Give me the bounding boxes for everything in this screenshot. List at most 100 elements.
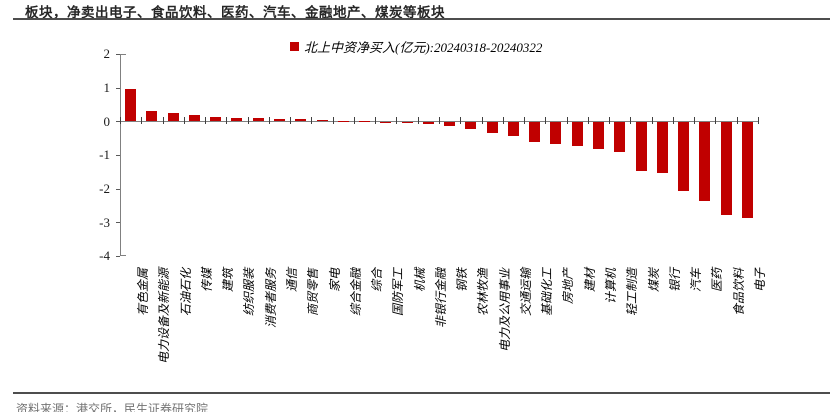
x-axis-tick: [545, 117, 547, 125]
x-axis-label: 机械: [412, 268, 427, 293]
bar: [593, 122, 604, 150]
x-axis-tick: [311, 117, 313, 125]
y-axis-tick: [116, 121, 120, 123]
x-axis-tick: [120, 117, 121, 125]
x-axis-tick: [587, 117, 589, 125]
y-axis-tick: [116, 53, 120, 55]
x-axis-tick: [651, 117, 653, 125]
y-axis: [120, 53, 121, 256]
x-axis-label: 国防军工: [391, 268, 406, 317]
bar: [571, 122, 583, 146]
bar: [380, 122, 392, 124]
x-axis-label: 医药: [710, 268, 725, 293]
x-axis-label: 煤炭: [646, 268, 661, 293]
footer-rule: [13, 392, 830, 394]
bar: [529, 122, 541, 142]
x-axis-tick: [758, 117, 759, 125]
x-axis-tick: [672, 117, 674, 125]
bar: [635, 122, 647, 172]
x-axis-label: 房地产: [561, 268, 576, 305]
x-axis-tick: [290, 117, 292, 125]
x-axis-label: 石油石化: [178, 268, 193, 317]
y-axis-label: -2: [99, 181, 110, 197]
x-axis-tick: [715, 117, 717, 125]
x-axis-label: 建材: [582, 268, 597, 293]
bar: [188, 114, 200, 122]
bar: [125, 89, 137, 122]
x-axis-label: 纺织服装: [242, 268, 257, 317]
x-axis-label: 综合金融: [348, 268, 363, 317]
x-axis-tick: [353, 117, 355, 125]
x-axis-tick: [481, 117, 483, 125]
y-axis-tick: [116, 154, 120, 156]
bar: [295, 118, 307, 122]
bar: [210, 116, 222, 122]
bar: [444, 122, 456, 127]
y-axis-tick: [116, 222, 120, 224]
y-axis-label: -4: [99, 248, 110, 264]
source-text: 资料来源：港交所，民生证券研究院: [16, 402, 209, 412]
bar: [699, 122, 711, 201]
y-axis-tick: [116, 188, 120, 190]
x-axis-tick: [247, 117, 249, 125]
x-axis-label: 农林牧渔: [476, 268, 491, 317]
bar: [614, 122, 626, 152]
x-axis-tick: [524, 117, 526, 125]
bar: [146, 110, 158, 122]
x-axis-tick: [609, 117, 611, 125]
x-axis-label: 基础化工: [540, 268, 555, 317]
x-axis-tick: [183, 117, 185, 125]
bar: [274, 118, 285, 122]
x-axis-label: 通信: [285, 268, 299, 293]
x-axis-label: 电力及公用事业: [497, 268, 512, 353]
bar: [741, 122, 753, 219]
bar: [465, 122, 477, 130]
x-axis-label: 银行: [667, 268, 682, 293]
x-axis-tick: [162, 117, 164, 125]
x-axis-label: 钢铁: [455, 268, 470, 293]
page-title: 板块，净卖出电子、食品饮料、医药、汽车、金融地产、煤炭等板块: [25, 5, 445, 20]
bar: [167, 112, 179, 122]
x-axis-label: 电子: [752, 268, 767, 293]
bar: [720, 122, 732, 215]
x-axis-label: 综合: [370, 268, 385, 293]
bar: [678, 122, 690, 192]
bar: [550, 122, 562, 144]
y-axis-label: 0: [103, 113, 111, 129]
x-axis-tick: [205, 117, 207, 125]
x-axis-label: 电力设备及新能源: [157, 268, 172, 365]
y-axis-bottom-cap: [121, 254, 126, 256]
y-axis-tick: [116, 87, 120, 89]
title-rule: [13, 18, 830, 20]
y-axis-label: 1: [103, 80, 111, 96]
x-axis-tick: [141, 117, 143, 125]
x-axis-tick: [439, 117, 440, 125]
chart-legend: 北上中资净买入(亿元):20240318-20240322: [290, 37, 542, 56]
x-axis-tick: [268, 117, 270, 125]
bar: [401, 122, 413, 124]
x-axis-tick: [332, 117, 334, 125]
bar: [337, 120, 349, 122]
x-axis-tick: [375, 117, 377, 125]
bar: [252, 118, 264, 122]
legend-marker-icon: [290, 42, 299, 51]
x-axis-label: 计算机: [604, 268, 618, 305]
bar: [486, 122, 498, 134]
x-axis-label: 商贸零售: [306, 268, 321, 317]
x-axis-tick: [630, 117, 632, 125]
x-axis-label: 轻工制造: [625, 268, 640, 317]
x-axis-label: 消费者服务: [263, 268, 278, 329]
x-axis-tick: [226, 117, 228, 125]
x-axis-tick: [694, 117, 696, 125]
x-axis-label: 有色金属: [136, 268, 151, 317]
bar: [359, 120, 371, 122]
x-axis-label: 食品饮料: [731, 268, 746, 317]
x-axis-label: 家电: [327, 268, 342, 293]
x-axis-tick: [417, 117, 419, 125]
x-axis-label: 汽车: [689, 268, 704, 293]
x-axis-tick: [460, 117, 462, 125]
y-axis-top-cap: [121, 53, 126, 55]
bar: [656, 122, 668, 173]
x-axis-tick: [396, 117, 398, 125]
